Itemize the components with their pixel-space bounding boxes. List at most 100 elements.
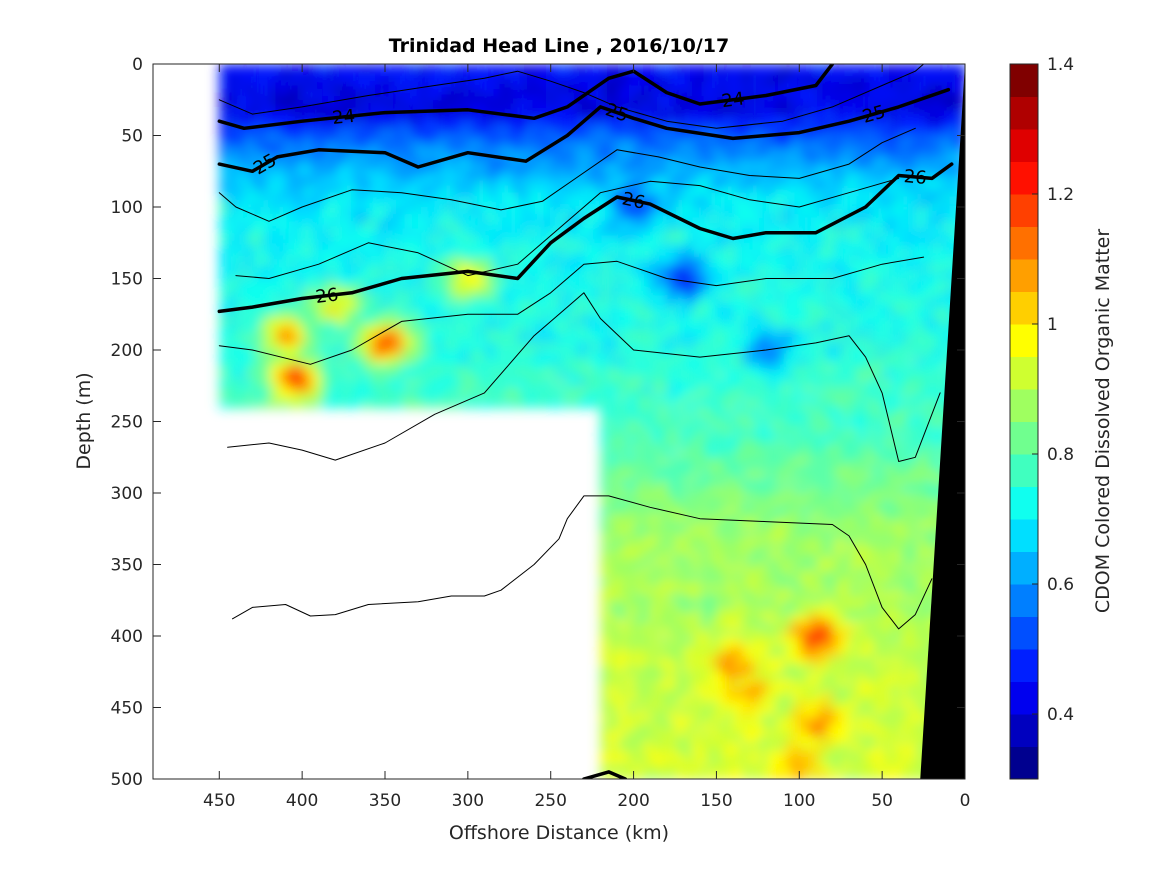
field-cell [791, 414, 801, 423]
field-cell [882, 114, 892, 123]
field-cell [658, 600, 668, 609]
field-cell [650, 164, 660, 173]
field-cell [608, 85, 618, 94]
field-cell [708, 142, 718, 151]
field-cell [691, 178, 701, 187]
field-cell [749, 628, 759, 637]
field-cell [550, 221, 560, 230]
field-cell [600, 300, 610, 309]
field-cell [534, 128, 544, 137]
field-cell [666, 535, 676, 544]
field-cell [675, 707, 685, 716]
field-cell [600, 149, 610, 158]
field-cell [807, 185, 817, 194]
field-cell [559, 335, 569, 344]
field-cell [699, 364, 710, 373]
field-cell [832, 307, 842, 316]
field-cell [749, 357, 759, 366]
field-cell [890, 199, 900, 208]
field-cell [741, 371, 751, 380]
field-cell [658, 421, 668, 430]
field-cell [592, 342, 602, 351]
field-cell [608, 636, 618, 645]
field-cell [898, 443, 908, 452]
field-cell [608, 314, 618, 323]
field-cell [757, 128, 768, 137]
field-cell [873, 507, 884, 516]
field-cell [757, 550, 768, 559]
field-cell [658, 335, 668, 344]
field-cell [716, 564, 726, 573]
field-cell [699, 443, 710, 452]
field-cell [865, 114, 875, 123]
field-cell [931, 464, 942, 473]
field-cell [583, 385, 594, 394]
field-cell [882, 257, 892, 266]
field-cell [625, 357, 635, 366]
field-cell [774, 385, 784, 394]
field-cell [807, 636, 817, 645]
field-cell [650, 371, 660, 380]
field-cell [799, 657, 809, 666]
field-cell [608, 700, 618, 709]
field-cell [807, 235, 817, 244]
field-cell [550, 228, 560, 237]
field-cell [882, 207, 892, 216]
field-cell [865, 435, 875, 444]
field-cell [641, 106, 652, 116]
field-cell [724, 557, 734, 566]
field-cell [766, 578, 776, 587]
field-cell [782, 650, 792, 659]
field-cell [898, 585, 908, 595]
field-cell [575, 228, 585, 237]
field-cell [567, 257, 577, 266]
field-cell [849, 249, 859, 259]
field-cell [699, 628, 710, 637]
field-cell [791, 700, 801, 709]
field-cell [832, 364, 842, 373]
field-cell [815, 300, 826, 309]
field-cell [907, 214, 917, 223]
field-cell [882, 214, 892, 223]
field-cell [857, 85, 867, 94]
field-cell [741, 457, 751, 466]
field-cell [608, 350, 618, 359]
field-cell [617, 278, 627, 287]
field-cell [882, 621, 892, 630]
field-cell [882, 392, 892, 401]
field-cell [675, 535, 685, 544]
field-cell [617, 292, 627, 301]
field-cell [749, 478, 759, 487]
field-cell [608, 614, 618, 623]
field-cell [774, 407, 784, 416]
field-cell [807, 464, 817, 473]
field-cell [774, 221, 784, 230]
field-cell [931, 164, 942, 173]
field-cell [857, 178, 867, 187]
field-cell [600, 714, 610, 723]
field-cell [815, 650, 826, 659]
field-cell [907, 600, 917, 609]
field-cell [865, 736, 875, 745]
field-cell [766, 285, 776, 294]
field-cell [608, 571, 618, 580]
field-cell [666, 678, 676, 687]
field-cell [691, 421, 701, 430]
field-cell [608, 500, 618, 509]
field-cell [741, 378, 751, 387]
field-cell [575, 328, 585, 337]
field-cell [691, 514, 701, 523]
field-cell [791, 643, 801, 652]
field-cell [757, 350, 768, 359]
field-cell [724, 221, 734, 230]
field-cell [525, 221, 536, 230]
field-cell [741, 493, 751, 502]
field-cell [733, 350, 743, 359]
field-cell [509, 249, 519, 259]
field-cell [691, 678, 701, 687]
field-cell [691, 721, 701, 730]
field-cell [517, 135, 527, 144]
field-cell [807, 435, 817, 444]
field-cell [915, 357, 925, 366]
field-cell [865, 214, 875, 223]
